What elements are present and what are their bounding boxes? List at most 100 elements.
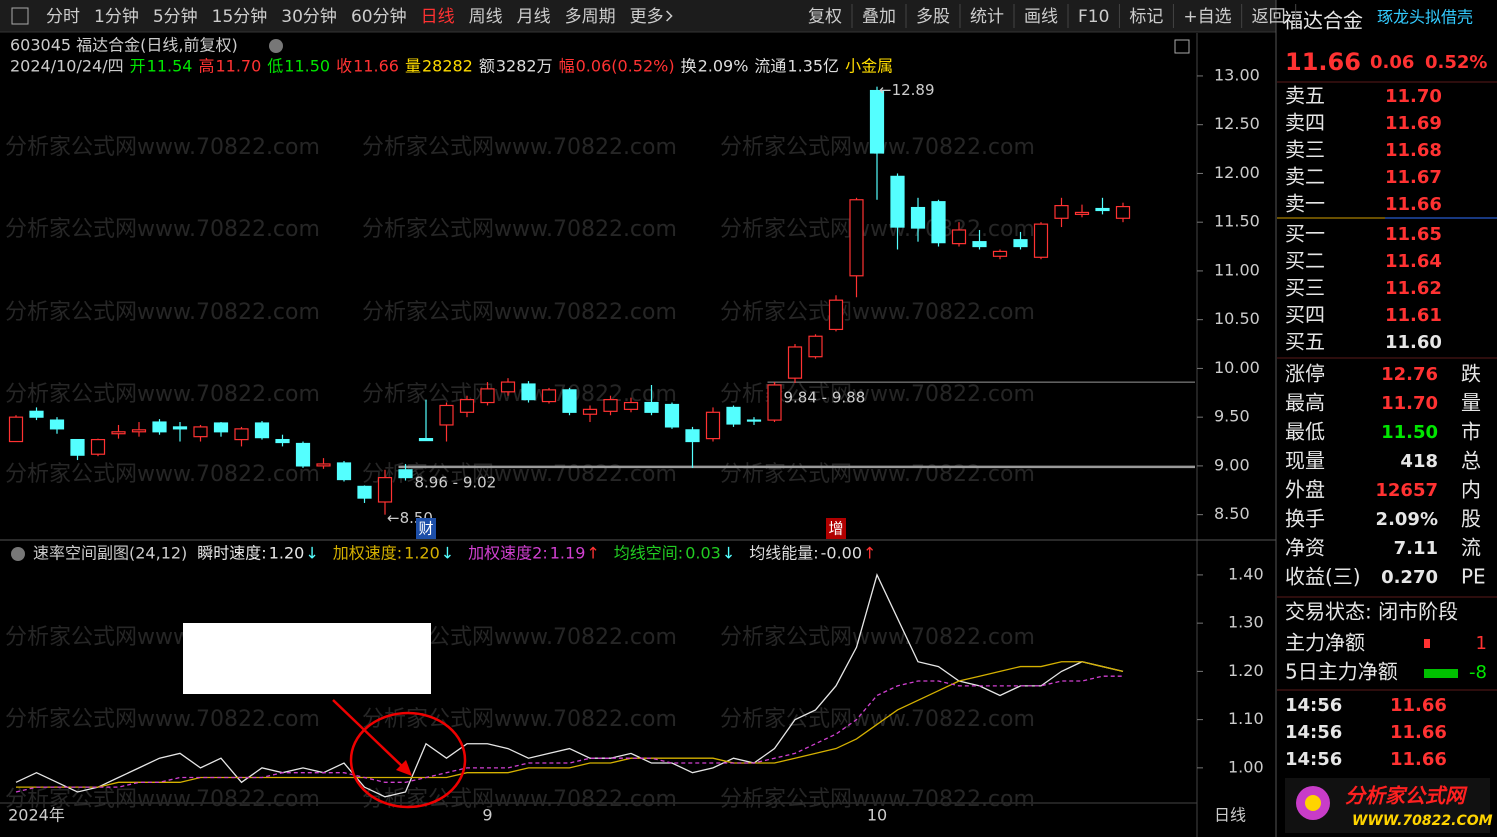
candle-body [70, 438, 85, 456]
stat-label: 外盘 [1285, 478, 1325, 502]
bid-price: 11.61 [1385, 305, 1442, 326]
toolbar-tab[interactable]: 更多 [630, 7, 664, 27]
candle-body [1095, 207, 1110, 212]
event-label: 增 [828, 520, 843, 538]
ask-price: 11.68 [1385, 140, 1442, 161]
toolbar-tab[interactable]: 多周期 [565, 7, 616, 27]
y-tick-label: 12.00 [1214, 163, 1260, 182]
dropdown-icon[interactable] [11, 547, 25, 561]
y-tick-label: 1.00 [1228, 757, 1264, 776]
quote-label: 高 [198, 57, 214, 76]
toolbar-button[interactable]: 返回 [1252, 7, 1286, 27]
stat-label: 涨停 [1285, 362, 1325, 386]
series-line [15, 675, 1123, 793]
candle-body [439, 404, 454, 426]
watermark: 分析家公式网www.70822.com [362, 135, 677, 160]
candle-body [541, 389, 557, 403]
quote-value: 3282万 [496, 57, 553, 76]
dropdown-icon[interactable] [269, 39, 283, 53]
toolbar-button[interactable]: 复权 [808, 7, 842, 27]
candle-body [562, 389, 577, 413]
change: 0.06 [1370, 52, 1414, 73]
stat-label: 最高 [1285, 391, 1325, 415]
candle-body [500, 381, 516, 393]
tick-time: 14:56 [1285, 749, 1342, 770]
bid-label: 买四 [1285, 303, 1325, 327]
candle-body [664, 403, 680, 428]
quote-value: 0.06(0.52%) [576, 57, 675, 76]
period-label: 日线 [1214, 806, 1246, 825]
toolbar-button[interactable]: 叠加 [862, 7, 896, 27]
candle-body [931, 201, 946, 244]
stat-side-label: 跌 [1461, 362, 1481, 386]
stat-side-label: 市 [1461, 420, 1481, 444]
toolbar-tab[interactable]: 15分钟 [212, 7, 268, 27]
tick-price: 11.66 [1390, 722, 1447, 743]
y-tick-label: 11.00 [1214, 260, 1260, 279]
tick-time: 14:56 [1285, 695, 1342, 716]
toolbar-tab[interactable]: 30分钟 [281, 7, 337, 27]
quote-label: 流通 [754, 57, 786, 76]
candle-body [111, 431, 126, 435]
stat-value: 11.50 [1381, 422, 1438, 443]
y-tick-label: 13.00 [1214, 65, 1260, 84]
candle-body [234, 428, 249, 441]
watermark: 分析家公式网www.70822.com [5, 217, 320, 242]
toolbar-tab[interactable]: 日线 [421, 7, 455, 27]
watermark: 分析家公式网www.70822.com [720, 787, 1035, 812]
toolbar-tab[interactable]: 月线 [517, 7, 551, 27]
y-tick-label: 10.00 [1214, 358, 1260, 377]
bid-price: 11.60 [1385, 332, 1442, 353]
candle-body [480, 388, 495, 404]
tick-price: 11.66 [1390, 749, 1447, 770]
toolbar-button[interactable]: 多股 [916, 7, 950, 27]
event-marker[interactable] [416, 518, 436, 539]
y-tick-label: 1.40 [1228, 564, 1264, 583]
quote-value: 2.09% [698, 57, 749, 76]
toolbar-button[interactable]: +自选 [1183, 7, 1231, 27]
legend-name: 加权速度: [333, 544, 402, 563]
legend-name: 均线空间: [614, 544, 683, 563]
toolbar-button[interactable]: 统计 [970, 7, 1004, 27]
tick-price: 11.66 [1390, 695, 1447, 716]
toolbar-tab[interactable]: 1分钟 [94, 7, 139, 27]
event-marker[interactable] [826, 518, 846, 539]
watermarks: 分析家公式网www.70822.com 分析家公式网www.70822.com 分析… [5, 135, 1035, 812]
price-chart: 8.50 9.00 9.50 10.00 10.50 11.00 11.50 12.00 12.… [8, 65, 1260, 539]
note-box [183, 623, 431, 694]
ask-price: 11.67 [1385, 167, 1442, 188]
series-line [16, 661, 1124, 788]
stat-side-label: 量 [1461, 391, 1481, 415]
watermark: 分析家公式网www.70822.com [5, 707, 320, 732]
watermark: 分析家公式网www.70822.com [362, 217, 677, 242]
ask-label: 卖一 [1285, 192, 1325, 216]
price-annotation: ←12.89 [879, 81, 935, 99]
toolbar-button[interactable]: F10 [1078, 7, 1109, 27]
watermark: 分析家公式网www.70822.com [5, 300, 320, 325]
chevron [666, 10, 673, 22]
menu-icon[interactable] [11, 7, 29, 25]
quote-value: 11.70 [215, 57, 261, 76]
toolbar-tab[interactable]: 周线 [469, 7, 503, 27]
candle-body [992, 250, 1008, 257]
x-tick-label: 2024年 [8, 806, 65, 825]
quote-board: 福达合金 琢龙头拟借壳 11.66 0.06 0.52% 卖五 11.70 卖四 11.69 卖三… [1277, 8, 1497, 833]
watermark: 分析家公式网www.70822.com [720, 707, 1035, 732]
quote-label: 开 [130, 57, 146, 76]
toolbar-button[interactable]: 画线 [1024, 7, 1058, 27]
panel-icon[interactable] [1174, 39, 1190, 54]
candle-body [459, 399, 475, 413]
ask-label: 卖二 [1285, 165, 1325, 189]
bid-label: 买一 [1285, 222, 1325, 246]
y-tick-label: 1.10 [1228, 709, 1264, 728]
stat-side-label: 股 [1461, 507, 1481, 531]
stat-value: 11.70 [1381, 393, 1438, 414]
toolbar-tab[interactable]: 5分钟 [153, 7, 198, 27]
toolbar-button[interactable]: 标记 [1129, 7, 1163, 27]
legend-value: 1.19 [550, 544, 586, 563]
toolbar-tab[interactable]: 60分钟 [351, 7, 407, 27]
toolbar-tab[interactable]: 分时 [46, 7, 80, 27]
candle-body [705, 411, 721, 440]
y-tick-label: 12.50 [1214, 114, 1260, 133]
watermark: 分析家公式网www.70822.com [720, 300, 1035, 325]
